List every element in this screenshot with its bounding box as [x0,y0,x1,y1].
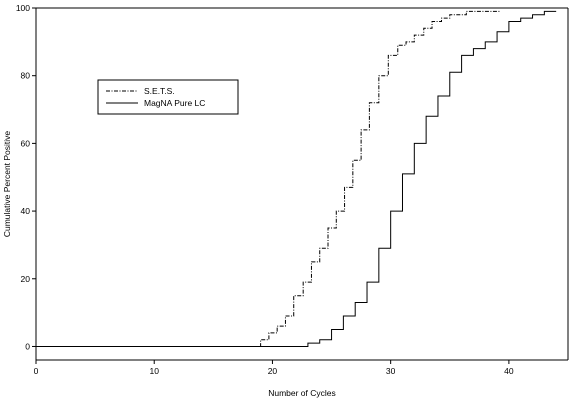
y-tick-label: 20 [21,274,31,284]
legend-label-sets: S.E.T.S. [144,86,175,96]
x-axis-title: Number of Cycles [268,388,336,398]
y-tick-label: 100 [16,3,30,13]
x-tick-label: 0 [34,366,39,376]
x-axis-ticks: 0 10 20 30 40 [34,360,514,376]
legend-label-magna-pure-lc: MagNA Pure LC [144,98,205,108]
x-tick-label: 20 [268,366,278,376]
series-layer [36,10,557,347]
y-tick-label: 60 [21,138,31,148]
x-tick-label: 10 [149,366,159,376]
series-line-magna-pure-lc [36,10,557,347]
y-tick-label: 0 [25,341,30,351]
y-axis-title: Cumulative Percent Positive [2,131,12,238]
y-tick-label: 40 [21,206,31,216]
series-line-s-e-t-s [36,10,500,347]
y-axis-ticks: 0 20 40 60 80 100 [16,3,36,351]
plot-frame [35,7,569,361]
x-tick-label: 40 [504,366,514,376]
x-tick-label: 30 [386,366,396,376]
legend-box [97,79,239,115]
legend: S.E.T.S. MagNA Pure LC [97,79,239,115]
y-tick-label: 80 [21,71,31,81]
